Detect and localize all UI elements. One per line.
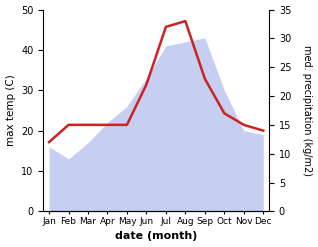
Y-axis label: med. precipitation (kg/m2): med. precipitation (kg/m2) [302,45,313,176]
X-axis label: date (month): date (month) [115,231,197,242]
Y-axis label: max temp (C): max temp (C) [5,75,16,146]
